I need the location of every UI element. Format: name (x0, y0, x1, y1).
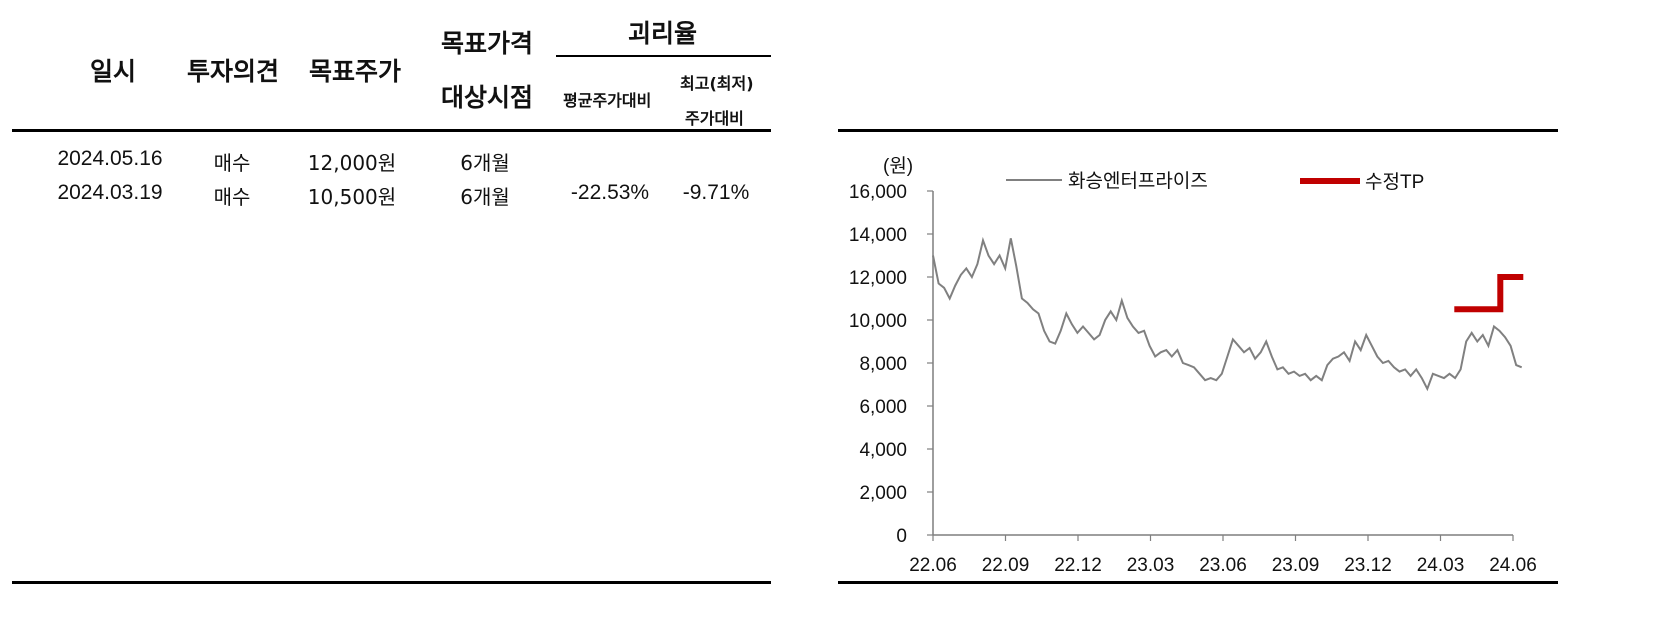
header-target-period-1: 목표가격 (441, 29, 534, 58)
x-tick-label: 23.09 (1272, 555, 1320, 576)
row-1-date: 2024.05.16 (57, 147, 163, 170)
y-tick-label: 2,000 (859, 483, 907, 504)
y-tick-label: 4,000 (859, 440, 907, 461)
target-price-line (1454, 274, 1524, 313)
row-2-target: 10,500원 (307, 185, 397, 209)
legend-label: 수정TP (1365, 171, 1424, 193)
chart-bottom-rule (838, 581, 1558, 584)
x-tick-label: 24.06 (1489, 555, 1537, 576)
target-price-history-table: 일시 투자의견 목표주가 목표가격 대상시점 괴리율 평균주가대비 최고(최저)… (0, 0, 830, 626)
y-tick-label: 10,000 (849, 311, 907, 332)
header-date: 일시 (90, 57, 137, 86)
price-line (932, 236, 1523, 392)
x-tick-label: 23.12 (1344, 555, 1392, 576)
row-1-opinion: 매수 (213, 151, 251, 175)
row-2-avg: -22.53% (570, 181, 650, 204)
header-target-price: 목표주가 (309, 57, 402, 86)
x-tick-label: 22.12 (1054, 555, 1102, 576)
y-tick-label: 16,000 (849, 182, 907, 203)
row-1-period: 6개월 (460, 151, 510, 175)
header-avg-vs: 평균주가대비 (563, 91, 652, 110)
y-tick-label: 8,000 (859, 354, 907, 375)
x-tick-label: 23.03 (1127, 555, 1175, 576)
x-tick-label: 22.06 (909, 555, 957, 576)
disparity-underline (556, 55, 771, 57)
y-tick-label: 0 (896, 526, 907, 547)
y-tick-label: 14,000 (849, 225, 907, 246)
y-axis-unit-label: (원) (883, 155, 913, 177)
x-tick-label: 22.09 (982, 555, 1030, 576)
table-header-rule (12, 129, 771, 132)
header-opinion: 투자의견 (187, 57, 280, 86)
header-disparity: 괴리율 (628, 19, 698, 48)
header-target-period-2: 대상시점 (441, 83, 534, 112)
chart-ticks: (원) 0 2,000 4,000 6,000 8,000 10,000 12,000 14,0… (849, 155, 1537, 576)
header-high-low-vs-1: 최고(최저) (680, 74, 754, 93)
y-tick-label: 12,000 (849, 268, 907, 289)
row-2-opinion: 매수 (213, 185, 251, 209)
legend-label: 화승엔터프라이즈 (1068, 170, 1208, 192)
row-2-date: 2024.03.19 (57, 181, 163, 204)
stock-price-chart-panel (838, 0, 1662, 626)
x-tick-label: 24.03 (1417, 555, 1465, 576)
row-2-period: 6개월 (460, 185, 510, 209)
row-1-target: 12,000원 (307, 151, 397, 175)
y-tick-label: 6,000 (859, 397, 907, 418)
header-high-low-vs-2: 주가대비 (685, 109, 744, 128)
table-bottom-rule (12, 581, 771, 584)
chart-legend: 화승엔터프라이즈 수정TP (1006, 170, 1424, 193)
chart-axes (932, 191, 1513, 536)
chart-series (932, 236, 1524, 392)
x-tick-label: 23.06 (1199, 555, 1247, 576)
chart-top-rule (838, 129, 1558, 132)
row-2-hl: -9.71% (682, 181, 750, 204)
